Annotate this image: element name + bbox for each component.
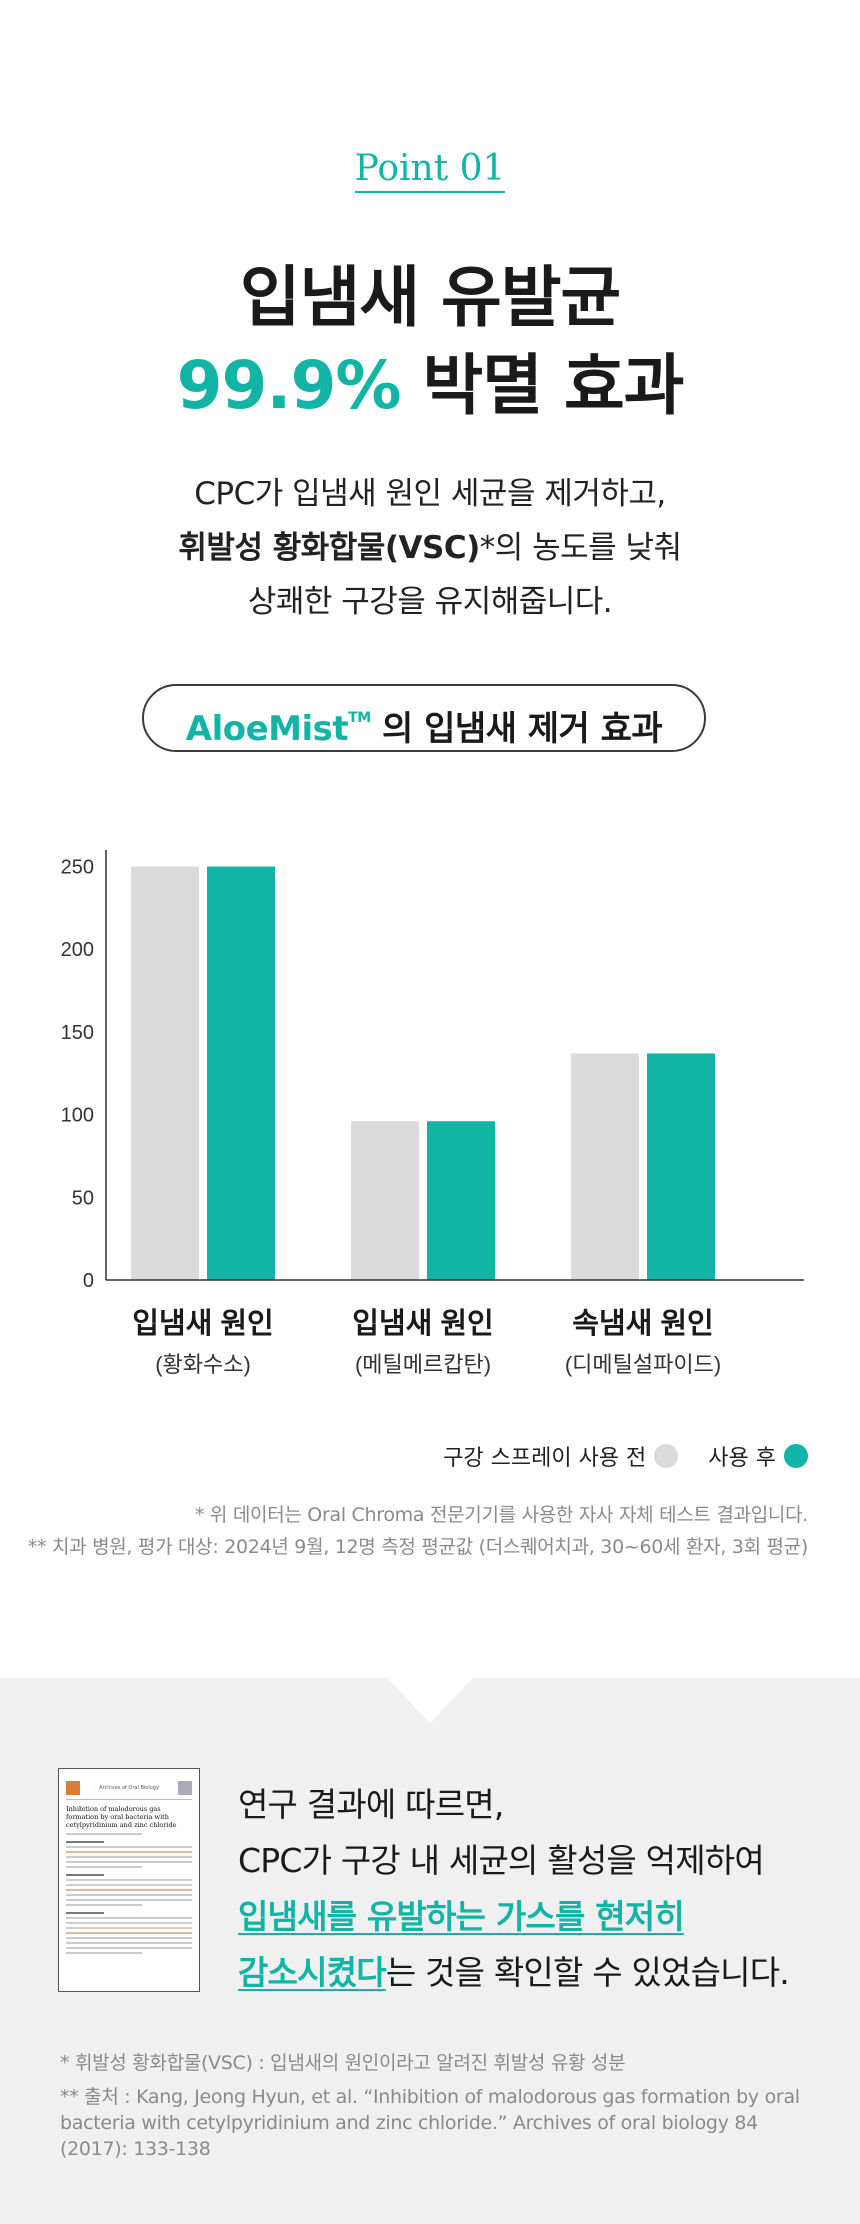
category-label: 속냄새 원인	[572, 1307, 713, 1340]
research-line-2: CPC가 구강 내 세균의 활성을 억제하여	[238, 1841, 765, 1880]
y-tick-label: 50	[72, 1187, 94, 1209]
intro-bold: 휘발성 황화합물(VSC)	[178, 530, 480, 566]
research-line-1: 연구 결과에 따르면,	[238, 1785, 504, 1824]
bar-after	[427, 1121, 495, 1280]
y-tick-label: 0	[83, 1270, 94, 1292]
y-tick-label: 150	[61, 1022, 94, 1044]
headline-line-2: 99.9% 박멸 효과	[0, 332, 860, 428]
section-notch	[387, 1678, 473, 1723]
legend-before-label: 구강 스프레이 사용 전	[443, 1446, 647, 1471]
bar-before	[131, 866, 199, 1280]
headline-line-1: 입냄새 유발균	[239, 259, 621, 336]
category-sublabel: (디메틸설파이드)	[565, 1352, 721, 1377]
intro-line-1: CPC가 입냄새 원인 세균을 제거하고,	[194, 476, 666, 512]
y-tick-label: 200	[61, 939, 94, 961]
y-tick-label: 250	[61, 857, 94, 879]
legend-after-dot	[784, 1444, 808, 1468]
research-line-3: 입냄새를 유발하는 가스를 현저히	[238, 1890, 685, 1938]
journal-cover-icon	[178, 1781, 192, 1795]
legend-item-before: 구강 스프레이 사용 전	[443, 1440, 679, 1472]
y-tick-label: 100	[61, 1105, 94, 1127]
category-label: 입냄새 원인	[132, 1307, 273, 1340]
intro-line-2: 휘발성 황화합물(VSC)*의 농도를 낮춰	[0, 522, 860, 567]
legend-after-label: 사용 후	[708, 1446, 776, 1471]
paper-journal: Archives of Oral Biology	[99, 1785, 159, 1791]
legend-before-dot	[654, 1444, 679, 1468]
chart-note-1: * 위 데이터는 Oral Chroma 전문기기를 사용한 자사 자체 테스트…	[194, 1504, 808, 1526]
bar-before	[571, 1053, 639, 1280]
footnote-1: * 휘발성 황화합물(VSC) : 입냄새의 원인이라고 알려진 휘발성 유황 …	[60, 2052, 626, 2074]
category-label: 입냄새 원인	[352, 1307, 493, 1340]
bar-before	[351, 1121, 419, 1280]
headline-rest: 박멸 효과	[400, 347, 685, 424]
y-axis-ticks: 0 50 100 150 200 250	[61, 857, 94, 1292]
chart-title-pill: AloeMistTM 의 입냄새 제거 효과	[142, 684, 706, 752]
intro-line-3: 상쾌한 구강을 유지해줍니다.	[247, 584, 613, 620]
intro-rest: *의 농도를 낮춰	[479, 530, 682, 566]
legend-item-after: 사용 후	[708, 1440, 808, 1472]
category-sublabel: (황화수소)	[155, 1352, 251, 1377]
bar-after	[207, 866, 275, 1280]
publisher-logo-icon	[66, 1781, 80, 1795]
bars	[131, 866, 715, 1280]
research-highlight-1: 입냄새를 유발하는 가스를 현저히	[238, 1897, 685, 1936]
chart-note-2: ** 치과 병원, 평가 대상: 2024년 9월, 12명 측정 평균값 (더…	[27, 1536, 808, 1558]
pill-brand: AloeMist	[185, 709, 349, 749]
bar-after	[647, 1053, 715, 1280]
pill-rest: 의 입냄새 제거 효과	[370, 709, 663, 749]
research-line-4: 감소시켰다는 것을 확인할 수 있었습니다.	[238, 1946, 790, 1994]
footnote-2: ** 출처 : Kang, Jeong Hyun, et al. “Inhibi…	[60, 2086, 800, 2160]
research-line-4-rest: 는 것을 확인할 수 있었습니다.	[385, 1953, 790, 1992]
headline-accent: 99.9%	[176, 347, 402, 424]
paper-header: Archives of Oral Biology	[66, 1777, 192, 1800]
point-label: Point 01	[0, 148, 860, 193]
research-paper-thumbnail: Archives of Oral Biology Inhibition of m…	[58, 1768, 200, 1992]
category-labels: 입냄새 원인 (황화수소) 입냄새 원인 (메틸메르캅탄) 속냄새 원인 (디메틸설파이드…	[132, 1307, 721, 1377]
pill-tm: TM	[348, 710, 371, 726]
category-sublabel: (메틸메르캅탄)	[355, 1352, 491, 1377]
paper-title: Inhibition of malodorous gas formation b…	[66, 1805, 177, 1829]
bar-chart: 0 50 100 150 200 250 입냄새 원인 (황화수소) 입냄새 원인 (메틸메르캅…	[61, 850, 804, 1377]
point-label-text: Point 01	[354, 148, 506, 193]
chart-legend: 구강 스프레이 사용 전 사용 후	[443, 1440, 808, 1472]
research-highlight-2: 감소시켰다	[238, 1953, 387, 1992]
